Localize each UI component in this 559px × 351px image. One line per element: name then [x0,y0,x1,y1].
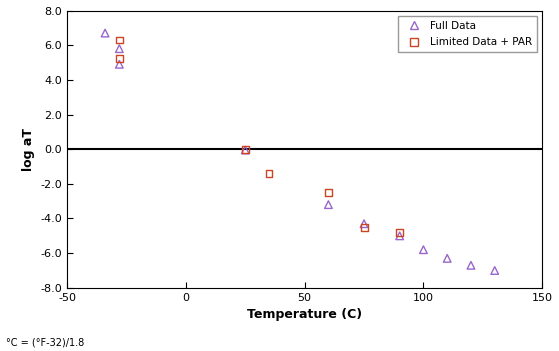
Point [115,46,124,52]
Point [395,233,404,239]
Point [115,61,124,67]
Point [115,55,124,61]
Point [101,30,110,36]
Point [324,202,333,207]
Text: °C = (°F-32)/1.8: °C = (°F-32)/1.8 [6,338,84,347]
Point [490,268,499,273]
Point [466,263,475,268]
Legend: Full Data, Limited Data + PAR: Full Data, Limited Data + PAR [399,16,537,52]
Point [241,146,250,152]
Point [359,224,368,230]
X-axis label: Temperature (C): Temperature (C) [247,308,362,321]
Point [264,171,273,176]
Point [395,230,404,235]
Y-axis label: log aT: log aT [22,128,35,171]
Point [419,247,428,252]
Point [359,221,368,226]
Point [115,37,124,43]
Point [324,190,333,195]
Point [443,256,452,261]
Point [241,147,250,153]
